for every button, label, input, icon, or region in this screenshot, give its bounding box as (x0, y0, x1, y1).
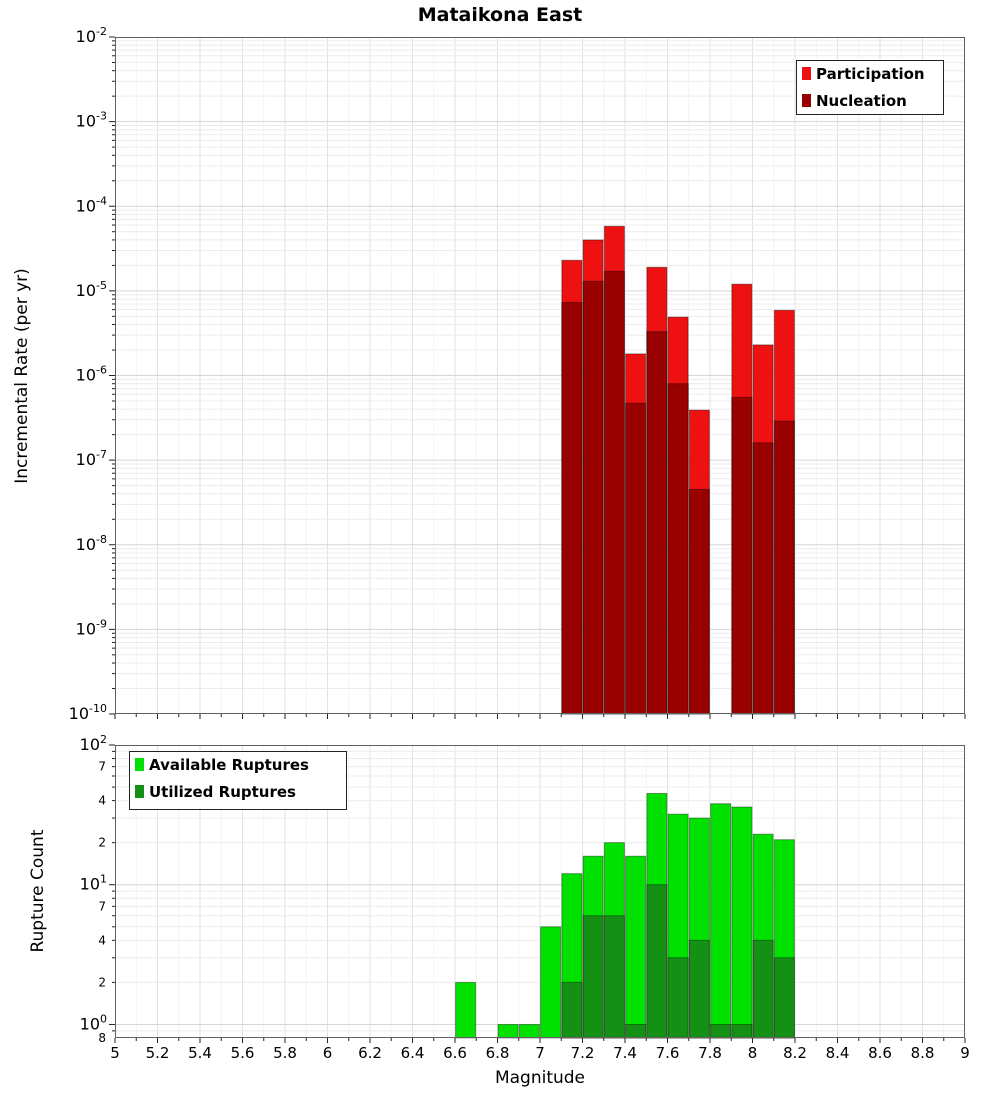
y-tick-label: 10-7 (76, 448, 107, 469)
bar-nucleation (582, 280, 604, 715)
x-tick-label: 6.8 (486, 1044, 510, 1062)
bar-nucleation (603, 270, 625, 715)
x-tick-label: 5.4 (188, 1044, 212, 1062)
x-axis-label: Magnitude (494, 1068, 586, 1088)
panel-rate: 10-2 10-3 10-4 10-5 10-6 10-7 10-8 10-9 10-10 (69, 25, 966, 723)
x-tick-label: 7.2 (571, 1044, 595, 1062)
bar-nucleation (667, 383, 689, 715)
x-tick-label: 6.6 (443, 1044, 467, 1062)
bar-available-ruptures (625, 855, 647, 1039)
y-tick-label: 10-3 (76, 110, 107, 131)
x-tick-label: 6.2 (358, 1044, 382, 1062)
x-tick-label: 9 (960, 1044, 970, 1062)
bar-utilized-ruptures (582, 915, 604, 1039)
x-tick-label: 7 (535, 1044, 545, 1062)
x-tick-label: 7.4 (613, 1044, 637, 1062)
x-tick-label: 7.6 (656, 1044, 680, 1062)
bottom-y-axis-label: Rupture Count (28, 829, 48, 953)
panel-count: 102 101 100 7 4 2 7 4 2 8 (80, 733, 966, 1045)
bar-available-ruptures (455, 981, 477, 1039)
legend-label-utilized-ruptures: Utilized Ruptures (149, 783, 296, 801)
bar-utilized-ruptures (625, 1023, 647, 1039)
x-tick-label: 5.6 (231, 1044, 255, 1062)
legend-label-nucleation: Nucleation (816, 92, 907, 110)
bar-utilized-ruptures (773, 957, 795, 1039)
legend-box (796, 60, 944, 115)
y-tick-label: 10-6 (76, 364, 107, 385)
bar-available-ruptures (731, 806, 753, 1039)
x-tick-label: 8.8 (911, 1044, 935, 1062)
bar-nucleation (688, 488, 710, 715)
y-tick-label: 100 (80, 1012, 107, 1033)
bar-nucleation (773, 420, 795, 715)
bar-nucleation (752, 442, 774, 715)
y-tick-label: 10-5 (76, 279, 107, 300)
y-minor-tick-label: 7 (98, 899, 106, 913)
legend-label-available-ruptures: Available Ruptures (149, 756, 309, 774)
y-minor-tick-label: 7 (98, 760, 106, 774)
x-tick-label: 8.4 (826, 1044, 850, 1062)
bar-utilized-ruptures (561, 981, 583, 1039)
y-tick-label: 10-2 (76, 25, 107, 46)
legend-swatch-nucleation (802, 94, 811, 107)
bar-utilized-ruptures (688, 939, 710, 1039)
y-tick-label: 101 (80, 873, 107, 894)
bar-nucleation (731, 396, 753, 715)
x-tick-label: 8 (748, 1044, 758, 1062)
y-tick-label: 102 (80, 733, 107, 754)
x-tick-label: 5.8 (273, 1044, 297, 1062)
x-tick-label: 8.2 (783, 1044, 807, 1062)
x-tick-label: 7.8 (698, 1044, 722, 1062)
bar-utilized-ruptures (710, 1023, 732, 1039)
bar-available-ruptures (710, 803, 732, 1039)
bar-nucleation (561, 301, 583, 715)
y-tick-label: 10-8 (76, 533, 107, 554)
legend-count: Available Ruptures Utilized Ruptures (129, 751, 347, 810)
bar-nucleation (625, 402, 647, 715)
bar-nucleation (646, 331, 668, 715)
bar-utilized-ruptures (752, 939, 774, 1039)
bar-utilized-ruptures (603, 915, 625, 1039)
y-minor-tick-label: 8 (98, 1031, 106, 1045)
legend-swatch-utilized-ruptures (135, 785, 144, 798)
x-tick-label: 5 (110, 1044, 120, 1062)
y-minor-tick-label: 4 (98, 933, 106, 947)
y-minor-tick-label: 2 (98, 836, 106, 850)
x-tick-label: 8.6 (868, 1044, 892, 1062)
y-minor-tick-label: 2 (98, 975, 106, 989)
y-tick-label: 10-10 (69, 702, 107, 723)
legend-label-participation: Participation (816, 65, 925, 83)
bar-utilized-ruptures (646, 884, 668, 1039)
y-minor-tick-label: 4 (98, 794, 106, 808)
bar-available-ruptures (497, 1023, 519, 1039)
bar-utilized-ruptures (731, 1023, 753, 1039)
legend-swatch-available-ruptures (135, 758, 144, 771)
y-tick-label: 10-4 (76, 194, 107, 215)
x-tick-label: 6 (323, 1044, 333, 1062)
legend-rate: Participation Nucleation (796, 60, 944, 115)
panel-border (115, 37, 965, 714)
x-axis-tick-labels: 5 5.2 5.4 5.6 5.8 6 6.2 6.4 6.6 6.8 7 7.2 7.4 7.6 7.8 8… (110, 1044, 970, 1062)
y-tick-label: 10-9 (76, 617, 107, 638)
top-y-axis-label: Incremental Rate (per yr) (12, 268, 32, 484)
chart-title: Mataikona East (417, 4, 583, 26)
legend-box (129, 751, 347, 810)
bar-available-ruptures (518, 1023, 540, 1039)
legend-swatch-participation (802, 67, 811, 80)
x-tick-label: 6.4 (401, 1044, 425, 1062)
panel-border (115, 745, 965, 1038)
bar-utilized-ruptures (667, 957, 689, 1039)
bar-available-ruptures (540, 926, 562, 1039)
x-tick-label: 5.2 (146, 1044, 170, 1062)
